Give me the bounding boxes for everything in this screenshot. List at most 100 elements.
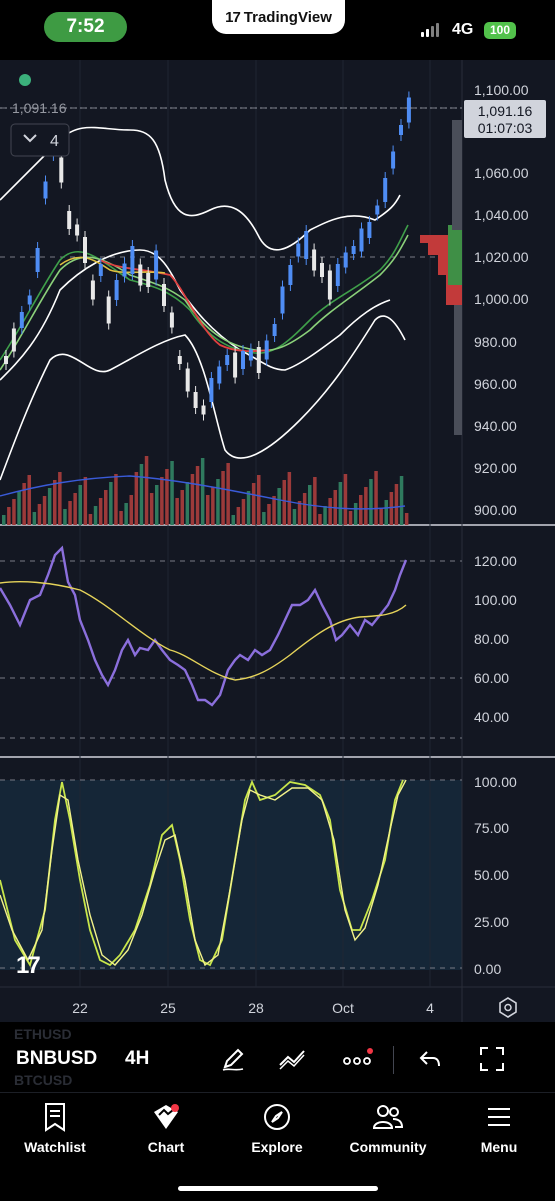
tab-label: Menu <box>480 1139 518 1155</box>
volume-bar <box>149 493 154 525</box>
volume-bar <box>78 485 82 525</box>
last-price-tag: 1,091.16 01:07:03 <box>464 100 546 138</box>
volume-bar <box>114 474 118 525</box>
volume-bar <box>190 474 195 525</box>
volume-bar <box>42 496 47 525</box>
volume-bar <box>27 475 31 525</box>
stoch-tick-label: 0.00 <box>474 961 501 977</box>
app-banner: 17 TradingView <box>212 0 345 34</box>
volume-bar <box>63 509 67 525</box>
price-chart[interactable]: 1,091.16 4 1,100.00 1,060.00 1,040.00 1,020… <box>0 60 555 1022</box>
volume-bar <box>109 482 113 525</box>
more-icon[interactable] <box>340 1042 374 1076</box>
tab-explore[interactable]: Explore <box>222 1101 332 1161</box>
volume-bar <box>185 482 190 525</box>
volume-bar <box>211 487 215 525</box>
stoch-k-line <box>0 779 404 968</box>
stoch-tick-label: 50.00 <box>474 867 509 883</box>
volume-bar <box>144 456 149 525</box>
stoch-tick-label: 75.00 <box>474 820 509 836</box>
volume-bar <box>231 515 235 525</box>
rsi-tick-label: 40.00 <box>474 709 509 725</box>
volume-bar <box>272 496 276 525</box>
volume-bar <box>68 501 72 525</box>
rsi-tick-label: 80.00 <box>474 631 509 647</box>
rsi-tick-label: 120.00 <box>474 553 517 569</box>
volume-bar <box>160 477 164 525</box>
volume-bar <box>251 483 256 525</box>
time-tick-label: 22 <box>72 1000 88 1016</box>
symbol-ghost-below: BTCUSD <box>14 1072 73 1088</box>
volume-bar <box>129 495 133 525</box>
last-price: 1,091.16 <box>478 103 533 119</box>
volume-bar <box>7 507 11 525</box>
volume-bar <box>22 483 26 525</box>
volume-bar <box>236 507 241 525</box>
chevron-down-icon[interactable] <box>23 134 37 143</box>
chart-area[interactable]: 1,091.16 4 1,100.00 1,060.00 1,040.00 1,020… <box>0 60 555 1022</box>
price-axis[interactable]: 1,100.00 1,060.00 1,040.00 1,020.00 1,000.00… <box>474 82 529 518</box>
volume-bar <box>221 471 225 525</box>
menu-icon[interactable] <box>444 1101 554 1133</box>
tab-chart[interactable]: Chart <box>111 1101 221 1161</box>
time-tick-label: 25 <box>160 1000 176 1016</box>
settings-icon[interactable] <box>499 997 517 1018</box>
undo-icon[interactable] <box>413 1042 447 1076</box>
community-icon[interactable] <box>333 1101 443 1133</box>
volume-bar <box>47 488 52 525</box>
symbol-button[interactable]: BNBUSD <box>16 1048 98 1069</box>
tradingview-logo-icon: 17 <box>225 8 241 26</box>
price-tick-label: 980.00 <box>474 334 517 350</box>
volume-bar <box>104 490 108 525</box>
interval-button[interactable]: 4H <box>125 1048 150 1069</box>
volume-bar <box>226 463 230 525</box>
volume-bar <box>384 500 388 525</box>
volume-bar <box>267 504 271 525</box>
rsi-axis: 120.00 100.00 80.00 60.00 40.00 <box>474 553 517 725</box>
fullscreen-icon[interactable] <box>475 1042 509 1076</box>
tab-menu[interactable]: Menu <box>444 1101 554 1161</box>
crosshair-price-label: 1,091.16 <box>12 100 67 116</box>
symbol-ghost-above: ETHUSD <box>14 1026 72 1042</box>
volume-bar <box>302 493 307 525</box>
volume-bar <box>124 503 128 525</box>
volume-bar <box>246 491 251 525</box>
tradingview-watermark: 17 <box>16 952 40 979</box>
volume-bar <box>369 479 373 525</box>
chart-icon[interactable] <box>111 1101 221 1133</box>
volume-bar <box>175 498 179 525</box>
volume-bar <box>88 514 93 525</box>
price-tick-label: 1,040.00 <box>474 207 529 223</box>
time-tick-label: 28 <box>248 1000 264 1016</box>
volume-bar <box>53 480 57 525</box>
bollinger-bands <box>0 126 406 481</box>
volume-bar <box>37 504 42 525</box>
rsi-tick-label: 100.00 <box>474 592 517 608</box>
volume-bar <box>93 506 98 525</box>
volume-bar <box>394 484 399 525</box>
network-label: 4G <box>452 21 474 38</box>
tab-watchlist[interactable]: Watchlist <box>0 1101 110 1161</box>
time-pill[interactable]: 7:52 <box>44 12 127 42</box>
stoch-d-line <box>0 779 407 967</box>
signal-icon <box>421 21 439 37</box>
bar-countdown: 01:07:03 <box>478 120 533 136</box>
volume-bar <box>313 477 317 525</box>
tab-label: Watchlist <box>24 1139 86 1155</box>
drawing-pen-icon[interactable] <box>216 1042 250 1076</box>
time-axis[interactable]: 22 25 28 Oct 4 <box>72 1000 434 1016</box>
price-tick-label: 960.00 <box>474 376 517 392</box>
tab-community[interactable]: Community <box>333 1101 443 1161</box>
volume-bar <box>399 476 404 525</box>
watchlist-icon[interactable] <box>0 1101 110 1133</box>
indicators-toggle[interactable]: 4 <box>10 123 70 157</box>
indicators-icon[interactable] <box>275 1042 309 1076</box>
price-tick-label: 900.00 <box>474 502 517 518</box>
volume-bar <box>98 498 103 525</box>
indicator-count: 4 <box>50 133 59 150</box>
separator <box>393 1046 394 1074</box>
compass-icon[interactable] <box>222 1101 332 1133</box>
price-tick-label: 940.00 <box>474 418 517 434</box>
home-indicator <box>178 1186 378 1191</box>
volume-bar <box>12 499 16 525</box>
